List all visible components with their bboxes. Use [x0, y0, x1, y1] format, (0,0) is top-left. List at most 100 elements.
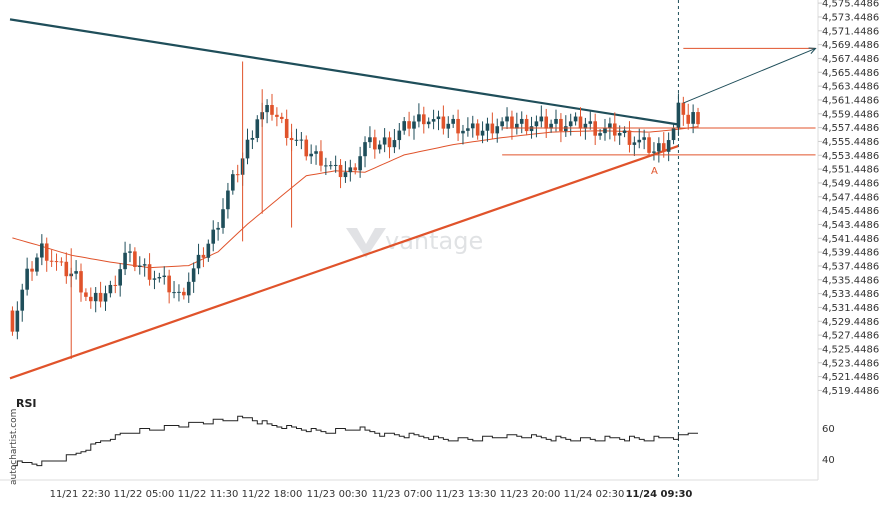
candle-body	[182, 291, 186, 296]
x-tick-label: 11/24 02:30	[564, 489, 625, 500]
candle-body	[84, 292, 88, 297]
candle-body	[206, 243, 211, 258]
candle-body	[128, 251, 132, 253]
candle-body	[74, 271, 78, 274]
candle-body	[216, 227, 220, 230]
candle-body	[588, 121, 593, 124]
candle-body	[470, 123, 475, 129]
projection-arrowhead-icon	[808, 47, 817, 54]
candle-body	[147, 264, 152, 280]
y-tick-label: 4,527.4486	[822, 331, 879, 342]
candle-body	[103, 293, 108, 302]
y-tick-label: 4,555.4486	[822, 137, 879, 148]
y-tick-label: 4,559.4486	[822, 109, 879, 120]
x-axis-ticks: 11/21 22:30 11/22 05:00 11/22 11:30 11/22 1…	[50, 489, 693, 500]
candle-body	[10, 310, 15, 332]
candle-body	[539, 116, 544, 122]
candle-body	[142, 264, 147, 266]
candle-body	[35, 257, 39, 272]
candle-body	[456, 118, 460, 134]
candle-body	[417, 114, 421, 122]
y-tick-label: 4,551.4486	[822, 165, 879, 176]
candle-body	[25, 268, 29, 290]
y-tick-label: 4,531.4486	[822, 303, 879, 314]
x-tick-label: 11/22 18:00	[242, 489, 303, 500]
candle-body	[603, 128, 607, 134]
y-tick-label: 4,557.4486	[822, 123, 879, 134]
x-tick-label: 11/21 22:30	[50, 489, 111, 500]
y-tick-label: 4,567.4486	[822, 54, 879, 65]
candle-body	[157, 277, 162, 279]
candle-body	[696, 112, 700, 125]
y-tick-label: 4,541.4486	[822, 234, 879, 245]
candle-body	[133, 251, 137, 267]
autochartist-side-label: autochartist.com	[9, 409, 19, 485]
y-tick-label: 4,537.4486	[822, 261, 879, 272]
rsi-y-ticks: 60 40	[822, 424, 835, 466]
candle-body	[407, 121, 411, 129]
y-tick-label: 4,563.4486	[822, 82, 879, 93]
candle-body	[681, 102, 686, 115]
candle-body	[343, 172, 348, 178]
candle-body	[309, 153, 313, 157]
candle-body	[519, 118, 524, 124]
candle-body	[524, 118, 529, 132]
candle-body	[632, 142, 637, 145]
y-tick-label: 4,545.4486	[822, 206, 879, 217]
candle-body	[353, 167, 358, 171]
candle-body	[15, 310, 20, 332]
candle-body	[299, 139, 304, 141]
candle-body	[412, 121, 416, 129]
candle-body	[466, 128, 470, 131]
y-tick-label: 4,569.4486	[822, 40, 879, 51]
candle-body	[108, 284, 113, 294]
candle-body	[666, 140, 671, 152]
candle-body	[328, 165, 333, 167]
candle-body	[113, 284, 118, 286]
candle-body	[505, 116, 509, 122]
candle-body	[79, 271, 83, 293]
trendline-group	[9, 18, 679, 380]
candle-body	[245, 139, 250, 159]
candle-body	[392, 140, 397, 148]
candle-body	[324, 165, 328, 167]
x-tick-label: 11/23 07:00	[372, 489, 433, 500]
candle-body	[554, 118, 558, 124]
vantage-logo-icon	[346, 228, 386, 258]
candle-body	[358, 156, 362, 171]
candle-body	[265, 105, 269, 113]
candle-body	[44, 243, 49, 261]
candlestick-series	[10, 61, 700, 359]
candle-body	[30, 268, 34, 272]
y-tick-label: 4,525.4486	[822, 344, 879, 355]
candle-body	[549, 123, 553, 129]
candle-body	[250, 137, 255, 140]
candle-body	[235, 174, 240, 176]
candle-body	[593, 121, 597, 136]
candle-body	[431, 119, 436, 122]
y-tick-label: 4,539.4486	[822, 248, 879, 259]
candle-body	[377, 144, 382, 150]
candle-body	[436, 116, 441, 120]
y-tick-label: 4,547.4486	[822, 192, 879, 203]
candle-body	[93, 292, 98, 302]
candle-body	[627, 130, 632, 145]
x-tick-label: 11/24 09:30	[626, 489, 693, 500]
candle-body	[480, 130, 485, 136]
candle-body	[617, 133, 622, 136]
y-tick-label: 4,561.4486	[822, 95, 879, 106]
candle-body	[559, 118, 563, 132]
y-tick-label: 4,543.4486	[822, 220, 879, 231]
y-axis-ticks: 4,519.4486 4,521.4486 4,523.4486 4,525.4486…	[818, 0, 879, 397]
candle-body	[661, 143, 666, 152]
candle-body	[475, 123, 480, 136]
y-tick-label: 4,565.4486	[822, 68, 879, 79]
projection-arrow-line	[683, 47, 816, 104]
rsi-line	[12, 415, 698, 467]
candle-body	[191, 268, 196, 282]
candle-body	[368, 137, 372, 143]
candle-body	[578, 116, 583, 129]
candle-body	[612, 123, 617, 136]
candle-body	[98, 292, 103, 302]
candle-body	[373, 137, 377, 150]
